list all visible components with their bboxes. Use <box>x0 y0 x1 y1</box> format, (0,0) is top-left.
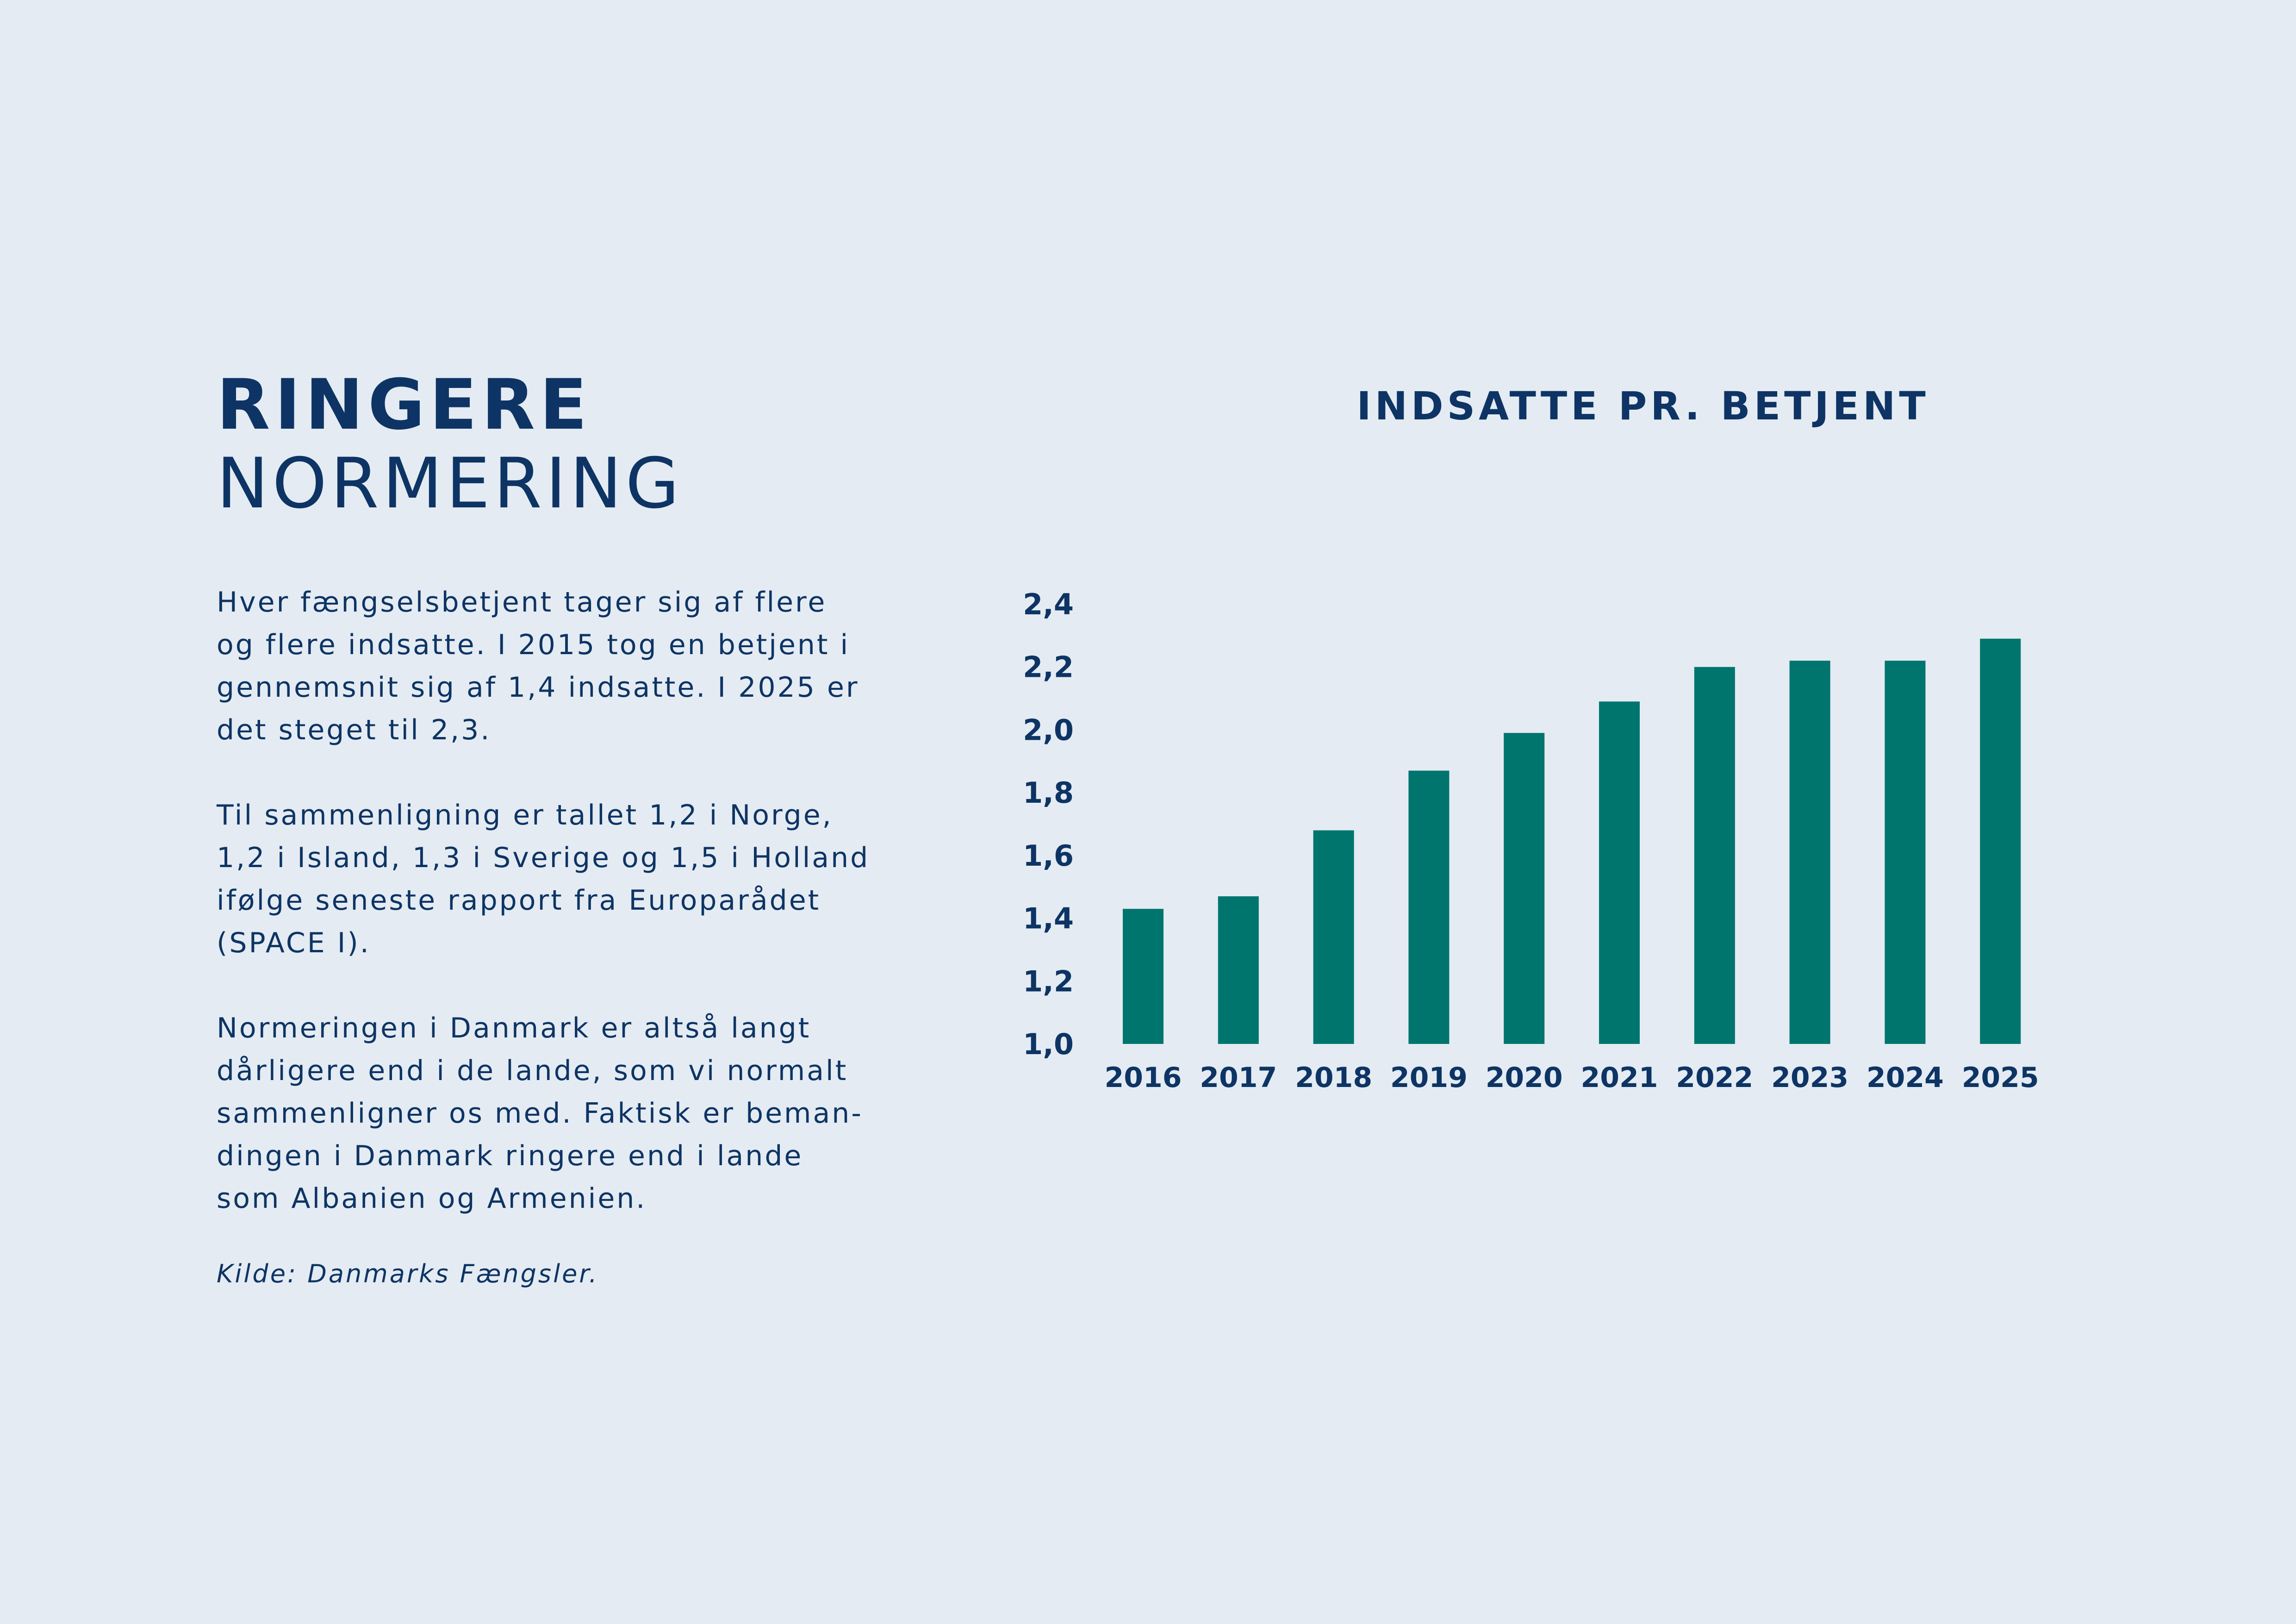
x-tick-label: 2025 <box>1962 1062 2039 1094</box>
bar-2020 <box>1504 733 1545 1044</box>
y-tick-label: 2,2 <box>1023 650 1074 684</box>
y-tick-label: 1,8 <box>1023 776 1074 810</box>
x-tick-label: 2023 <box>1771 1062 1848 1094</box>
y-tick-label: 1,2 <box>1023 964 1074 998</box>
x-tick-label: 2017 <box>1200 1062 1277 1094</box>
bar-chart: 1,0 1,2 1,4 1,6 1,8 2,0 2,2 2,4 2016 2017 2018 2019… <box>1023 587 2039 1094</box>
bar-2025 <box>1980 638 2021 1044</box>
x-tick-label: 2022 <box>1676 1062 1753 1094</box>
y-tick-label: 1,0 <box>1023 1027 1074 1061</box>
heading-line-2: NORMERING <box>217 443 683 524</box>
y-tick-label: 1,4 <box>1023 902 1074 936</box>
x-tick-label: 2020 <box>1486 1062 1563 1094</box>
heading: RINGERE NORMERING <box>217 370 911 518</box>
x-tick-label: 2024 <box>1867 1062 1944 1094</box>
y-tick-label: 2,4 <box>1023 587 1074 621</box>
bar-2016 <box>1123 909 1164 1044</box>
bar-2017 <box>1218 896 1259 1044</box>
heading-line-1: RINGERE <box>217 365 592 445</box>
paragraph-2: Til sammenligning er tallet 1,2 i Norge,… <box>217 799 870 959</box>
x-tick-label: 2016 <box>1105 1062 1182 1094</box>
body-text: Hver fængselsbetjent tager sig af flere … <box>217 581 939 1262</box>
x-tick-label: 2019 <box>1390 1062 1468 1094</box>
bar-2019 <box>1408 770 1450 1044</box>
source-note: Kilde: Danmarks Fængsler. <box>217 1259 599 1288</box>
x-tick-label: 2021 <box>1581 1062 1658 1094</box>
bar-2023 <box>1789 661 1830 1044</box>
chart-title: INDSATTE PR. BETJENT <box>1356 383 1929 429</box>
paragraph-3: Normeringen i Danmark er altså langt dår… <box>217 1012 863 1215</box>
bar-2024 <box>1885 661 1926 1044</box>
paragraph-1: Hver fængselsbetjent tager sig af flere … <box>217 586 859 746</box>
bar-2022 <box>1694 667 1735 1044</box>
x-tick-label: 2018 <box>1295 1062 1372 1094</box>
y-tick-label: 1,6 <box>1023 839 1074 873</box>
bar-2021 <box>1599 701 1640 1044</box>
y-tick-label: 2,0 <box>1023 713 1074 747</box>
bar-2018 <box>1313 830 1354 1044</box>
